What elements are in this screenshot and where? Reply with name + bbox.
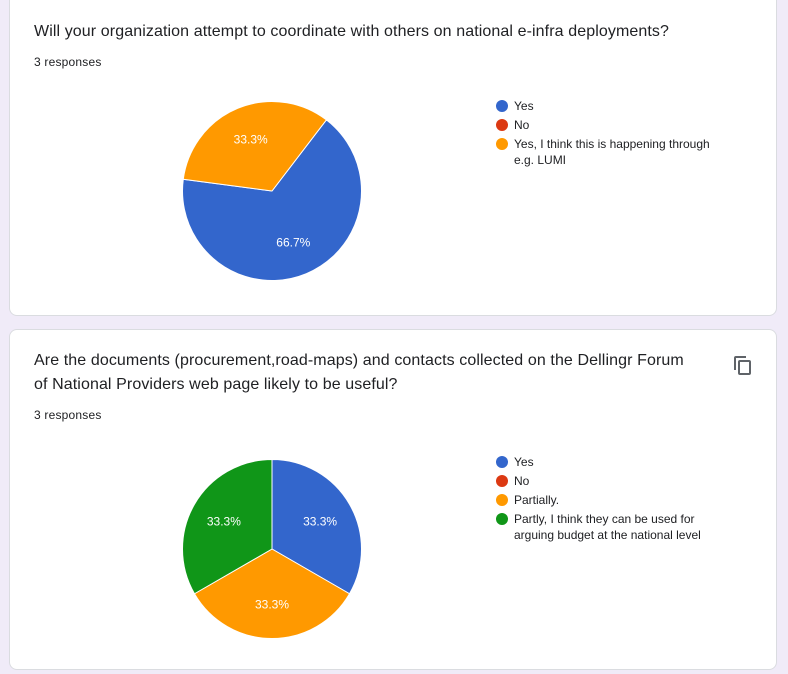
legend-item[interactable]: Partly, I think they can be used for argu… (496, 511, 726, 543)
pie-chart: 33.3% 33.3% 33.3% (181, 458, 363, 640)
legend-label: Partially. (514, 493, 560, 507)
legend-label: Yes, I think this is happening through (514, 137, 710, 151)
question-card-2: Are the documents (procurement,road-maps… (9, 329, 777, 670)
legend-swatch (496, 138, 508, 150)
legend-swatch (496, 513, 508, 525)
legend-label: arguing budget at the national level (514, 528, 701, 542)
pie-slice-partly[interactable] (181, 458, 273, 595)
pie-chart: 66.7% 33.3% (182, 101, 362, 281)
legend-item[interactable]: Yes (496, 454, 726, 470)
response-count: 3 responses (34, 55, 102, 69)
legend-label: e.g. LUMI (514, 153, 567, 167)
legend-item[interactable]: No (496, 117, 726, 133)
question-title-line: of National Providers web page likely to… (34, 376, 398, 393)
question-title-line: Are the documents (procurement,road-maps… (34, 352, 684, 369)
legend-swatch (496, 100, 508, 112)
question-card-1: Will your organization attempt to coordi… (9, 0, 777, 316)
slice-value-label: 33.3% (234, 133, 268, 147)
legend-label: Yes (514, 455, 534, 469)
slice-value-label: 33.3% (303, 514, 337, 528)
legend-item[interactable]: No (496, 473, 726, 489)
slice-value-label: 33.3% (255, 598, 289, 612)
chart-legend: Yes No Yes, I think this is happening thro… (496, 98, 726, 171)
legend-label: Yes (514, 99, 534, 113)
question-title-line: Will your organization attempt to coordi… (34, 23, 670, 40)
legend-item[interactable]: Partially. (496, 492, 726, 508)
legend-label: Partly, I think they can be used for (514, 512, 695, 526)
legend-swatch (496, 456, 508, 468)
legend-swatch (496, 119, 508, 131)
slice-value-label: 33.3% (207, 514, 241, 528)
legend-item[interactable]: Yes (496, 98, 726, 114)
legend-label: No (514, 474, 530, 488)
legend-swatch (496, 494, 508, 506)
response-count: 3 responses (34, 408, 102, 422)
chart-legend: Yes No Partially. Partly, I think they can … (496, 454, 726, 546)
slice-value-label: 66.7% (276, 235, 310, 249)
question-title: Are the documents (procurement,road-maps… (34, 349, 724, 397)
legend-swatch (496, 475, 508, 487)
pie-slice-yes[interactable] (271, 458, 363, 595)
pie-slice-yes[interactable] (182, 119, 362, 281)
legend-label: No (514, 118, 530, 132)
legend-item[interactable]: Yes, I think this is happening through e.… (496, 136, 726, 168)
copy-icon (734, 356, 751, 375)
pie-slice-yes[interactable] (182, 101, 328, 192)
copy-chart-button[interactable] (730, 353, 754, 377)
question-title: Will your organization attempt to coordi… (34, 20, 734, 44)
